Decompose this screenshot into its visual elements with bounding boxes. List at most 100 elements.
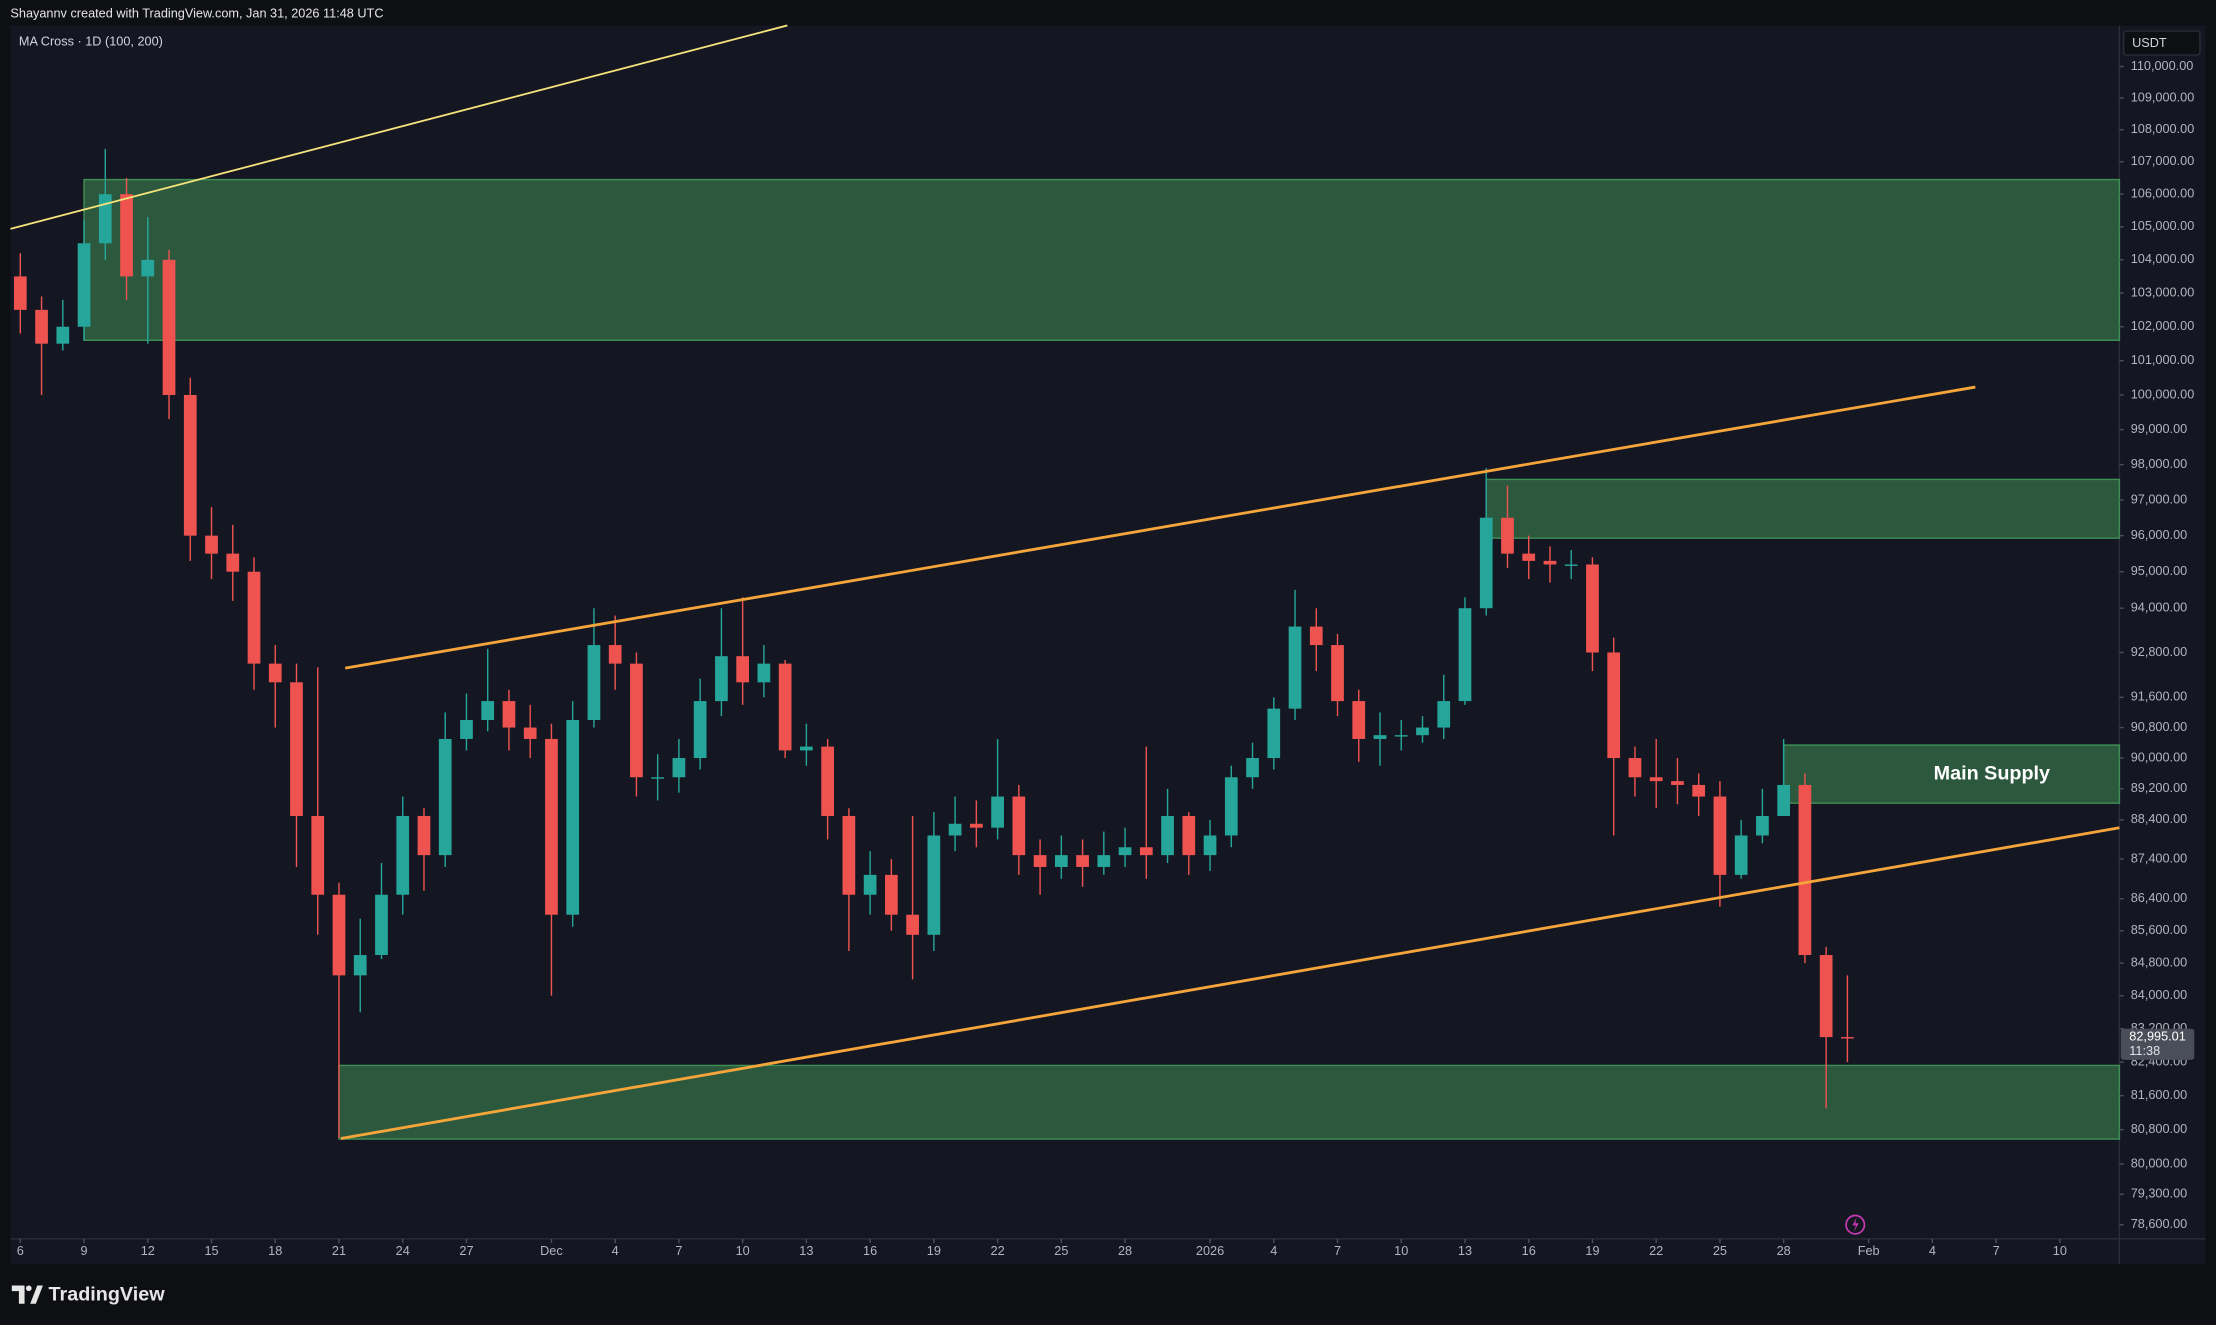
candle-body	[1543, 560, 1557, 565]
x-tick-label: 9	[81, 1243, 88, 1258]
x-tick-label: 28	[1118, 1243, 1132, 1258]
candle-body	[715, 656, 728, 702]
candle-body	[1309, 626, 1323, 646]
event-icon-bolt	[1852, 1217, 1859, 1232]
candle-body	[226, 553, 240, 572]
candle-body	[1798, 784, 1812, 956]
candle-body	[800, 746, 813, 751]
channel-bottom	[340, 826, 2120, 1140]
candle-body	[778, 663, 792, 751]
candle-body	[1012, 796, 1026, 856]
candle-body	[332, 894, 346, 976]
candle-body	[566, 719, 580, 915]
candle-body	[1607, 652, 1621, 759]
logo-dot	[25, 1285, 32, 1292]
candle-body	[120, 194, 133, 277]
candle-body	[311, 815, 325, 895]
indicator-legend: MA Cross · 1D (100, 200)	[19, 34, 163, 49]
y-tick-label: 104,000.00	[2131, 251, 2195, 266]
candle-body	[608, 645, 622, 664]
candle-body	[1076, 855, 1089, 867]
candle-body	[1713, 796, 1727, 875]
y-tick-label: 102,000.00	[2131, 318, 2195, 333]
candle-body	[1118, 847, 1132, 856]
candle-body	[375, 894, 388, 956]
x-tick-label: 25	[1054, 1243, 1068, 1258]
x-tick-label: 6	[17, 1243, 24, 1258]
zone	[1485, 478, 2121, 539]
candle-body	[35, 309, 48, 344]
x-tick-label: 25	[1713, 1243, 1727, 1258]
x-tick-label: 7	[675, 1243, 682, 1258]
candle-body	[77, 243, 91, 327]
y-tick-label: 88,400.00	[2131, 811, 2188, 826]
candle-body	[630, 663, 643, 778]
candle-body	[1522, 553, 1536, 561]
candle-body	[1756, 815, 1769, 836]
candle-body	[1458, 608, 1472, 702]
x-tick-label: 24	[396, 1243, 410, 1258]
x-tick-label: 7	[1334, 1243, 1341, 1258]
y-tick-label: 107,000.00	[2131, 153, 2195, 168]
candle-body	[1182, 815, 1196, 856]
brand: TradingView	[49, 1284, 166, 1306]
x-tick-label: 15	[204, 1243, 218, 1258]
y-tick-label: 91,600.00	[2131, 689, 2188, 704]
y-tick-label: 81,600.00	[2131, 1087, 2188, 1102]
x-tick-label: 22	[991, 1243, 1005, 1258]
y-tick-label: 89,200.00	[2131, 780, 2188, 795]
candle-body	[1777, 784, 1791, 816]
y-tick-label: 87,400.00	[2131, 850, 2188, 865]
candle-body	[290, 682, 303, 816]
candle-body	[268, 663, 282, 683]
candle-body	[693, 701, 707, 759]
zone	[83, 178, 2121, 341]
candle-body	[1246, 758, 1259, 778]
candle-body	[545, 738, 558, 915]
countdown: 11:38	[2129, 1043, 2160, 1058]
y-tick-label: 95,000.00	[2131, 563, 2188, 578]
candle-body	[672, 758, 686, 778]
currency: USDT	[2132, 35, 2167, 50]
x-tick-label: 18	[268, 1243, 282, 1258]
candle-body	[13, 276, 27, 310]
y-tick-label: 97,000.00	[2131, 491, 2188, 506]
y-tick-label: 92,800.00	[2131, 644, 2188, 659]
y-tick-label: 84,000.00	[2131, 987, 2188, 1002]
candle-body	[1841, 1037, 1854, 1039]
candle-body	[587, 645, 601, 720]
y-tick-label: 78,600.00	[2131, 1216, 2188, 1231]
header: Shayannv created with TradingView.com, J…	[10, 5, 383, 20]
candle-body	[183, 394, 197, 536]
candle-body	[863, 874, 877, 895]
y-tick-label: 85,600.00	[2131, 922, 2188, 937]
y-tick-label: 84,800.00	[2131, 954, 2188, 969]
candle-body	[502, 701, 516, 728]
candle-body	[1394, 735, 1408, 737]
candle-body	[1288, 626, 1302, 709]
tv-logo	[11, 1285, 43, 1304]
last-price: 82,995.01	[2129, 1029, 2186, 1044]
x-tick-label: 16	[863, 1243, 877, 1258]
y-tick-label: 110,000.00	[2131, 58, 2194, 73]
candle-body	[1224, 777, 1238, 836]
candle-body	[969, 823, 983, 828]
candle-body	[757, 663, 771, 683]
candle-body	[438, 738, 452, 856]
x-tick-label: Dec	[540, 1243, 563, 1258]
x-tick-label: 13	[799, 1243, 813, 1258]
zone-label: Main Supply	[1934, 762, 2050, 784]
candle-body	[906, 914, 919, 935]
x-tick-label: 12	[141, 1243, 155, 1258]
y-tick-label: 99,000.00	[2131, 421, 2188, 436]
y-tick-label: 90,800.00	[2131, 719, 2188, 734]
candle-body	[1139, 847, 1153, 856]
event-icon[interactable]	[1845, 1214, 1866, 1235]
y-tick-label: 103,000.00	[2131, 284, 2195, 299]
y-tick-label: 80,800.00	[2131, 1121, 2188, 1136]
candle-body	[948, 823, 962, 836]
candle-body	[1564, 564, 1578, 566]
y-tick-label: 90,000.00	[2131, 749, 2188, 764]
